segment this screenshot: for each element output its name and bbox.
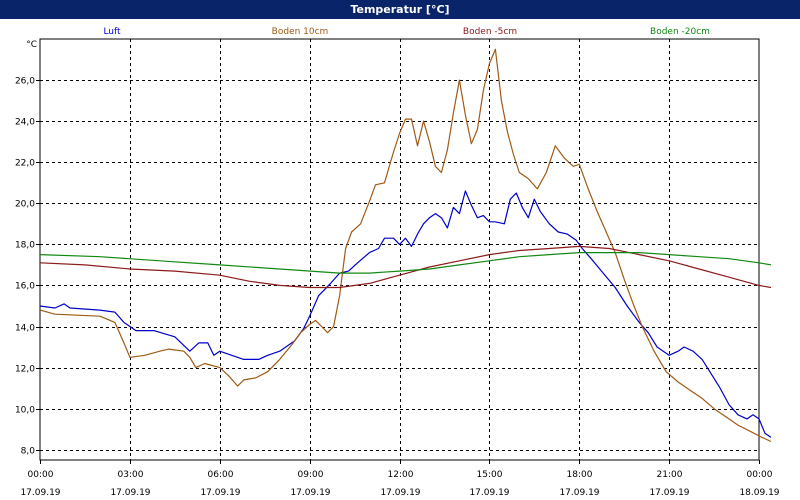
- x-tick-date: 17.09.19: [110, 488, 150, 498]
- y-tick-label: 24,0: [15, 118, 35, 128]
- x-tick-time: 00:00: [747, 470, 773, 480]
- x-tick-date: 17.09.19: [559, 488, 599, 498]
- x-tick-date: 17.09.19: [380, 488, 420, 498]
- y-tick-label: 26,0: [15, 77, 35, 87]
- series-line-2: [39, 48, 772, 443]
- y-tick-label: 14,0: [15, 324, 35, 334]
- x-tick-time: 06:00: [208, 470, 234, 480]
- y-tick-label: 16,0: [15, 282, 35, 292]
- y-tick-label: 18,0: [15, 241, 35, 251]
- y-tick-label: 20,0: [15, 200, 35, 210]
- x-tick-time: 12:00: [388, 470, 414, 480]
- grid: [39, 38, 760, 461]
- legend-label: Boden -5cm: [463, 27, 517, 37]
- y-tick-label: 8,0: [21, 447, 36, 457]
- x-tick-time: 18:00: [567, 470, 593, 480]
- x-tick-time: 09:00: [298, 470, 324, 480]
- legend-label: Boden -20cm: [650, 27, 710, 37]
- x-tick-date: 18.09.19: [739, 488, 779, 498]
- plot-area: [39, 38, 760, 461]
- y-tick-label: 22,0: [15, 159, 35, 169]
- x-tick-date: 17.09.19: [469, 488, 509, 498]
- series-lines: [39, 48, 772, 443]
- series-line-3: [39, 245, 772, 289]
- y-tick-label: 10,0: [15, 406, 35, 416]
- legend-label: Boden 10cm: [272, 27, 329, 37]
- x-tick-time: 00:00: [28, 470, 54, 480]
- series-line-1: [39, 190, 772, 438]
- x-tick-time: 03:00: [118, 470, 144, 480]
- x-tick-date: 17.09.19: [649, 488, 689, 498]
- x-tick-date: 17.09.19: [290, 488, 330, 498]
- x-tick-time: 21:00: [657, 470, 683, 480]
- window-title: Temperatur [°C]: [0, 0, 800, 19]
- x-tick-time: 15:00: [477, 470, 503, 480]
- y-unit-label: °C: [26, 40, 37, 50]
- legend: Luft Boden 10cm Boden -5cm Boden -20cm: [103, 27, 710, 37]
- legend-label: Luft: [103, 27, 121, 37]
- axes: 8,0 10,0 12,0 14,0 16,0 18,0 20,0 22,0 24,0 26,0 °…: [15, 40, 780, 498]
- series-line-4: [39, 252, 772, 274]
- x-tick-date: 17.09.19: [20, 488, 60, 498]
- y-tick-label: 12,0: [15, 365, 35, 375]
- temperature-chart: 8,0 10,0 12,0 14,0 16,0 18,0 20,0 22,0 24,0 26,0 °…: [15, 27, 780, 498]
- x-tick-date: 17.09.19: [200, 488, 240, 498]
